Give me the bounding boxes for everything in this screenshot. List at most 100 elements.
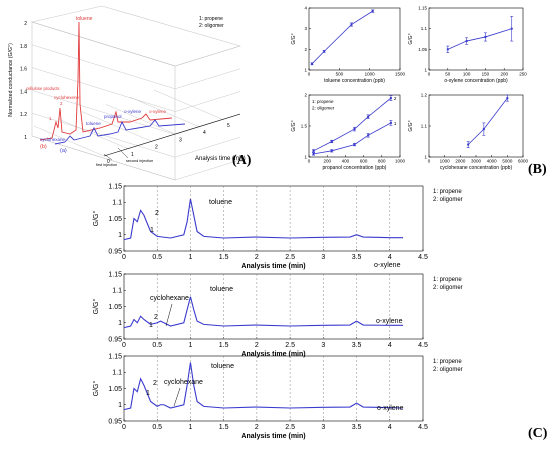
panel-b-cyclohexane-xtick-label: 4000 xyxy=(487,159,498,164)
panel-a-red-annotation: toluene xyxy=(76,16,93,22)
panel-b-propanol-series-name: 1 xyxy=(394,121,397,126)
panel-a-ytick: 1 xyxy=(24,135,27,141)
panel-c-chart-2-annotation: toluene xyxy=(210,286,233,293)
panel-b-cyclohexane-ytick-label: 1.2 xyxy=(421,93,428,98)
panel-c-chart-2-ytick-label: 1.1 xyxy=(112,288,122,295)
panel-b-cyclohexane-xtick-label: 1000 xyxy=(440,159,451,164)
panel-a-grid-line xyxy=(174,136,241,158)
panel-a-red-annotation: cellulose products xyxy=(26,86,60,91)
panel-a-blue-annotation: cyclohexane xyxy=(40,137,66,142)
panel-b-oxylene-xtick-label: 100 xyxy=(463,72,471,77)
panel-b-toluene-ytick-label: 2 xyxy=(304,47,307,52)
panel-c-chart-3-xtick-label: 3.5 xyxy=(352,424,362,431)
panel-c-chart-3-y-label: G/G° xyxy=(92,380,100,396)
panel-b-cyclohexane-xtick-label: 0 xyxy=(428,159,431,164)
panel-a-red-trace xyxy=(39,21,173,141)
panel-a-red-annotation: o-xylene xyxy=(149,109,167,114)
panel-c-chart-3-ytick-label: 1.05 xyxy=(108,386,122,393)
panel-b-cyclohexane-data-point xyxy=(467,143,470,146)
panel-b-cyclohexane-ytick-label: 1.1 xyxy=(421,124,428,129)
panel-b-toluene-data-point xyxy=(371,10,374,13)
panel-b-toluene-xtick-label: 1500 xyxy=(395,72,406,77)
panel-c-chart-2-annotation: 2 xyxy=(154,314,158,321)
panel-a-ytick: 1.6 xyxy=(20,67,27,73)
panel-c-chart-1-ytick-label: 1 xyxy=(118,232,122,239)
panel-b-propanol-xtick-label: 1000 xyxy=(395,159,406,164)
panel-b-toluene-y-label: G/G° xyxy=(291,33,297,44)
panel-b-cyclohexane-y-label: G/G° xyxy=(408,120,414,131)
panel-b-propanol-data-point xyxy=(353,128,356,131)
panel-c-chart-2-ytick-label: 1.15 xyxy=(108,271,122,278)
panel-a-injection-pointer xyxy=(103,153,113,161)
panel-label-b: (B) xyxy=(528,162,547,177)
panel-a-back-wall xyxy=(30,5,242,67)
panel-a-legend-1: 1: propene xyxy=(199,16,223,22)
panel-c-chart-1-annotation: 1 xyxy=(150,227,154,234)
panel-c-chart-3-xtick-label: 4.5 xyxy=(418,424,428,431)
panel-c-chart-1-legend-2: 2: oligomer xyxy=(433,197,463,203)
panel-c-chart-2-xtick-label: 2.5 xyxy=(285,342,295,349)
panel-c-chart-1-xtick-label: 1 xyxy=(188,254,192,261)
panel-c-chart-1-ytick-label: 1.05 xyxy=(108,216,122,223)
panel-b-propanol-series-name: 2 xyxy=(394,96,397,101)
panel-c-chart-3-xtick-label: 2 xyxy=(255,424,259,431)
panel-b-toluene-data-point xyxy=(311,62,314,65)
panel-c-chart-2-annotation: 1 xyxy=(149,322,153,329)
panel-c-chart-3-legend-2: 2: oligomer xyxy=(433,367,463,373)
panel-c-chart-2-legend-1: 1: propene xyxy=(433,277,462,283)
panel-b-oxylene-xtick-label: 0 xyxy=(428,72,431,77)
panel-c-chart-1-ytick-label: 1.1 xyxy=(112,200,122,207)
panel-a-injection-1: first injection xyxy=(96,163,117,167)
panel-a-xtick: 0 xyxy=(107,159,110,165)
panel-c-chart-2-ytick-label: 1 xyxy=(118,320,122,327)
panel-b-cyclohexane-xtick-label: 3000 xyxy=(471,159,482,164)
panel-b-oxylene-frame xyxy=(428,7,524,71)
panel-c-chart-1-y-label: G/G° xyxy=(92,210,100,226)
panel-b-oxylene-ytick-label: 1.1 xyxy=(421,26,428,31)
panel-b-propanol-data-point xyxy=(353,143,356,146)
panel-c-chart-2-x-label: Analysis time (min) xyxy=(241,351,305,358)
panel-c-chart-2-series-line xyxy=(123,296,404,329)
panel-b-oxylene-data-point xyxy=(446,48,449,51)
panel-b-toluene-ytick-label: 3 xyxy=(304,26,307,31)
panel-c-chart-1-xtick-label: 3 xyxy=(321,254,325,261)
panel-b-oxylene-ytick-label: 1.15 xyxy=(418,6,427,11)
panel-c-chart-3-annotation: 1 xyxy=(146,390,150,397)
panel-a-grid-line xyxy=(153,89,225,121)
panel-a-xtick: 3 xyxy=(179,137,182,143)
panel-c-chart-1-annotation: toluene xyxy=(209,199,232,206)
panel-a-xtick: 5 xyxy=(227,123,230,129)
panel-b-cyclohexane-xtick-label: 6000 xyxy=(518,159,529,164)
panel-a-trace-label-b: (b) xyxy=(40,144,47,150)
panel-a-grid-line xyxy=(31,135,176,181)
panel-c-chart-3-xtick-label: 1.5 xyxy=(219,424,229,431)
panel-c-chart-2-xtick-label: 4.5 xyxy=(418,342,428,349)
panel-b-propanol-ytick-label: 2 xyxy=(304,93,307,98)
panel-c-chart-3-ytick-label: 1 xyxy=(118,402,122,409)
panel-b-propanol-xtick-label: 0 xyxy=(308,159,311,164)
panel-b-cyclohexane-series-line xyxy=(467,97,508,145)
panel-a-grid-line xyxy=(129,96,201,128)
panel-b-oxylene-data-point xyxy=(484,35,487,38)
panel-b-propanol-data-point xyxy=(312,149,315,152)
panel-c-chart-2-legend-2: 2: oligomer xyxy=(433,285,463,291)
panel-c-chart-1-legend-1: 1: propene xyxy=(433,189,462,195)
panel-c-chart-3-x-label: Analysis time (min) xyxy=(241,433,305,440)
panel-c-chart-1-xtick-label: 4 xyxy=(388,254,392,261)
panel-a-peak-number: 2 xyxy=(60,101,63,106)
panel-c-chart-1-xtick-label: 1.5 xyxy=(219,254,229,261)
panel-c-chart-2-xtick-label: 0 xyxy=(122,342,126,349)
panel-a-injection-pointer xyxy=(117,147,129,159)
panel-c-chart-3-legend-1: 1: propene xyxy=(433,359,462,365)
panel-c-chart-2-xtick-label: 0.5 xyxy=(152,342,162,349)
panel-c-chart-2-xtick-label: 3 xyxy=(321,342,325,349)
panel-a-ytick: 1.8 xyxy=(20,44,27,50)
panel-b-propanol-data-point xyxy=(330,149,333,152)
panel-b-toluene-xtick-label: 1000 xyxy=(365,72,376,77)
panel-c-chart-2-ytick-label: 1.05 xyxy=(108,304,122,311)
panel-c-chart-1-xtick-label: 0.5 xyxy=(152,254,162,261)
panel-b-propanol-x-label: propanol concentration (ppb) xyxy=(323,165,387,171)
panel-c-chart-3-annotation: 2 xyxy=(153,380,157,387)
panel-b-propanol-data-point xyxy=(312,152,315,155)
